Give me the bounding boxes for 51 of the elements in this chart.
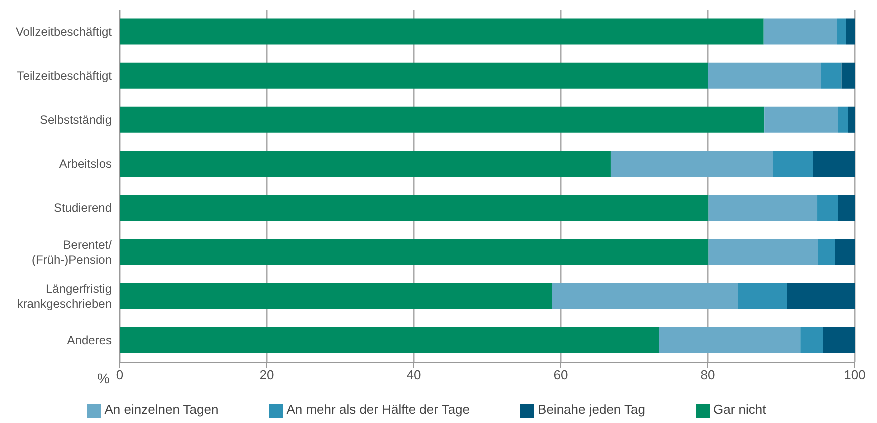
bar	[120, 283, 552, 310]
bar	[800, 327, 824, 354]
y-tick-label: Anderes	[67, 333, 112, 348]
x-axis-title: %	[98, 370, 110, 386]
y-tick-label: Selbstständig	[40, 113, 112, 128]
bar	[120, 150, 611, 177]
bar	[120, 239, 709, 266]
bar	[837, 18, 846, 45]
legend-label: Beinahe jeden Tag	[538, 402, 646, 418]
legend-label: An einzelnen Tagen	[104, 402, 219, 418]
bar	[708, 62, 822, 89]
bar	[773, 150, 814, 177]
bar	[738, 283, 788, 310]
bar	[787, 283, 855, 310]
bar	[818, 239, 836, 266]
bar	[846, 18, 855, 45]
bar	[120, 106, 765, 133]
x-tick-label: 80	[700, 368, 716, 383]
bar	[764, 106, 838, 133]
bar	[818, 195, 838, 222]
legend-label: An mehr als der Hälfte der Tage	[286, 402, 470, 418]
y-tick-label: Studierend	[54, 201, 112, 216]
x-tick-label: 100	[844, 368, 866, 383]
x-tick-label: 40	[406, 368, 422, 383]
bar	[708, 195, 818, 222]
bar	[120, 62, 708, 89]
bar	[838, 195, 855, 222]
bar	[813, 150, 855, 177]
y-tick-label: Berentet/ (Früh-)Pension	[32, 238, 113, 267]
bar	[764, 18, 838, 45]
y-tick-label: Längerfristig krankgeschrieben	[17, 282, 112, 311]
bar	[821, 62, 842, 89]
legend-label: Gar nicht	[714, 402, 766, 418]
bar	[708, 239, 818, 266]
x-tick-label: 0	[116, 368, 124, 383]
y-tick-label: Teilzeitbeschäftigt	[17, 69, 113, 84]
bar	[835, 239, 855, 266]
bar	[838, 106, 848, 133]
y-tick-label: Vollzeitbeschäftigt	[16, 25, 113, 40]
bar	[842, 62, 855, 89]
bar	[848, 106, 855, 133]
bar	[552, 283, 738, 310]
bar	[823, 327, 855, 354]
bar	[610, 150, 774, 177]
bar	[120, 327, 660, 354]
x-tick-label: 60	[554, 368, 568, 383]
bar	[120, 18, 764, 45]
bar	[659, 327, 801, 354]
bar	[120, 195, 709, 222]
x-tick-label: 20	[260, 368, 274, 383]
y-tick-label: Arbeitslos	[59, 157, 112, 172]
